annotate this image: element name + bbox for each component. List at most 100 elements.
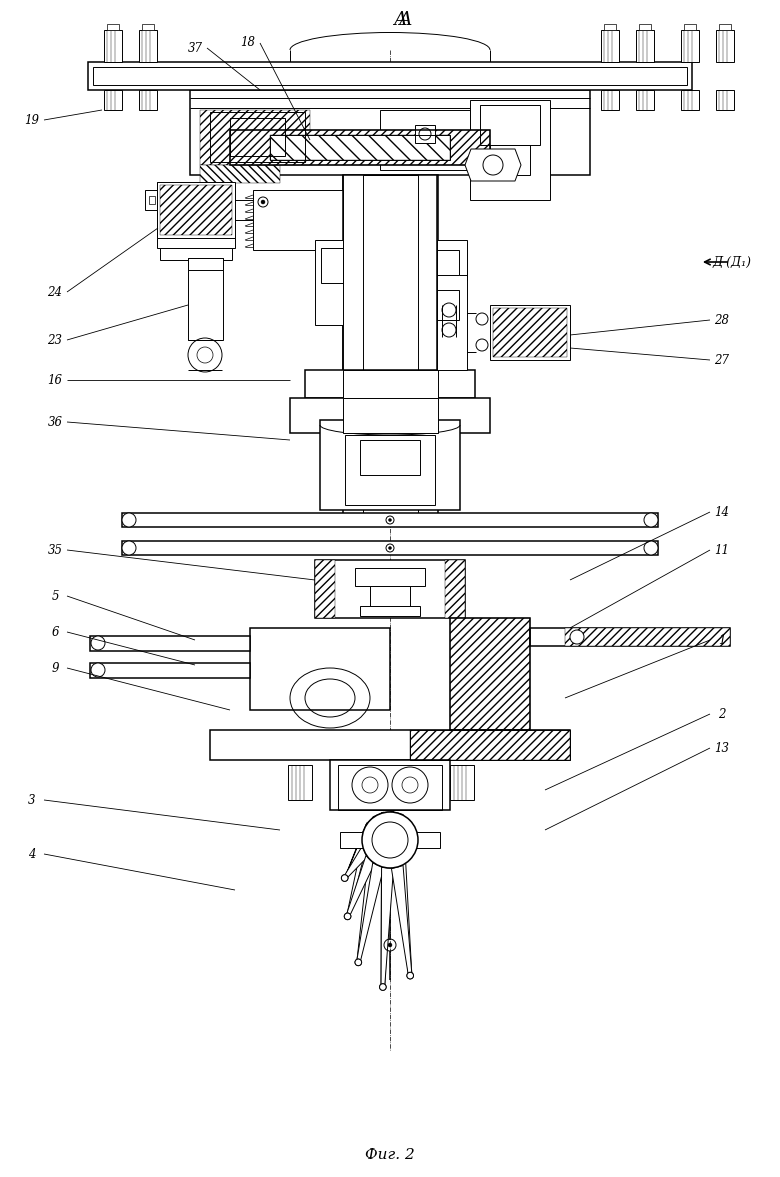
Bar (230, 129, 490, 165)
Bar (320, 420, 460, 510)
Text: 35: 35 (48, 544, 62, 557)
Bar (639, 24, 651, 29)
Bar (490, 305, 570, 360)
Bar (604, 24, 616, 29)
Bar (107, 24, 119, 29)
Circle shape (372, 822, 408, 858)
Polygon shape (344, 823, 367, 879)
Circle shape (362, 812, 418, 867)
Circle shape (344, 913, 351, 919)
Bar (145, 189, 157, 210)
Bar (157, 182, 235, 238)
Bar (330, 760, 450, 810)
Text: А: А (398, 11, 412, 29)
Circle shape (342, 875, 348, 882)
Bar (139, 89, 157, 109)
Text: 18: 18 (240, 36, 256, 49)
Bar (250, 629, 390, 710)
Bar (410, 730, 570, 760)
Bar (142, 24, 154, 29)
Circle shape (380, 984, 386, 990)
Bar (305, 370, 475, 398)
Text: А: А (393, 11, 407, 29)
Text: 9: 9 (51, 661, 58, 674)
Circle shape (380, 984, 386, 990)
Bar (360, 440, 420, 476)
Bar (445, 560, 465, 618)
Polygon shape (392, 811, 412, 976)
Bar (88, 62, 692, 89)
Bar (321, 248, 343, 282)
Bar (636, 29, 654, 62)
Bar (493, 308, 567, 357)
Bar (210, 730, 570, 760)
Bar (343, 175, 438, 520)
Bar (565, 629, 730, 646)
Polygon shape (356, 812, 384, 963)
Text: 27: 27 (714, 353, 729, 366)
Bar (410, 730, 570, 760)
Bar (380, 109, 470, 169)
Bar (340, 832, 440, 847)
Bar (200, 165, 280, 182)
Text: 36: 36 (48, 415, 62, 428)
Polygon shape (344, 846, 367, 879)
Text: 13: 13 (714, 742, 729, 754)
Text: 5: 5 (51, 590, 58, 603)
Bar (270, 135, 450, 160)
Bar (122, 541, 658, 556)
Bar (290, 398, 490, 433)
Circle shape (91, 636, 105, 650)
Bar (363, 175, 418, 520)
Bar (636, 89, 654, 109)
Bar (470, 100, 550, 200)
Bar (490, 145, 530, 175)
Polygon shape (392, 865, 412, 976)
Text: 37: 37 (187, 41, 203, 54)
Bar (90, 636, 250, 651)
Bar (345, 435, 435, 505)
Text: 19: 19 (24, 113, 40, 126)
Bar (190, 89, 590, 175)
Circle shape (342, 875, 348, 882)
Text: Фиг. 2: Фиг. 2 (365, 1148, 415, 1162)
Circle shape (388, 943, 392, 947)
Bar (437, 240, 467, 370)
Bar (450, 618, 530, 730)
Bar (437, 290, 459, 320)
Text: 16: 16 (48, 373, 62, 386)
Bar (343, 398, 438, 433)
Polygon shape (346, 856, 374, 918)
Bar (450, 618, 530, 730)
Bar (253, 189, 343, 250)
Bar (530, 629, 730, 646)
Text: 4: 4 (28, 847, 36, 860)
Bar (90, 663, 250, 678)
Circle shape (570, 630, 584, 644)
Polygon shape (381, 867, 394, 988)
Polygon shape (356, 863, 384, 963)
Bar (160, 248, 232, 260)
Bar (355, 568, 425, 586)
Circle shape (386, 544, 394, 552)
Bar (93, 67, 687, 85)
Bar (315, 560, 335, 618)
Bar (343, 370, 438, 398)
Bar (719, 24, 731, 29)
Bar (360, 606, 420, 616)
Text: 14: 14 (714, 505, 729, 519)
Text: 1: 1 (718, 633, 725, 646)
Bar (684, 24, 696, 29)
Bar (188, 258, 223, 270)
Bar (415, 125, 435, 142)
Bar (210, 112, 305, 162)
Polygon shape (346, 816, 374, 918)
Bar (104, 89, 122, 109)
Circle shape (407, 972, 413, 979)
Bar (450, 765, 474, 800)
Text: 11: 11 (714, 544, 729, 557)
Bar (681, 29, 699, 62)
Bar (315, 560, 465, 618)
Bar (480, 105, 540, 145)
Bar (157, 238, 235, 248)
